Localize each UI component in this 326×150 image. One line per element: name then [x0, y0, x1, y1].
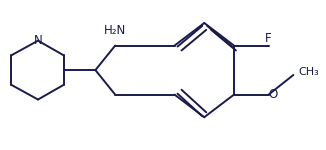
Text: CH₃: CH₃: [298, 67, 319, 77]
Text: H₂N: H₂N: [104, 24, 126, 37]
Text: N: N: [34, 34, 42, 47]
Text: O: O: [269, 88, 278, 101]
Text: F: F: [265, 32, 272, 45]
